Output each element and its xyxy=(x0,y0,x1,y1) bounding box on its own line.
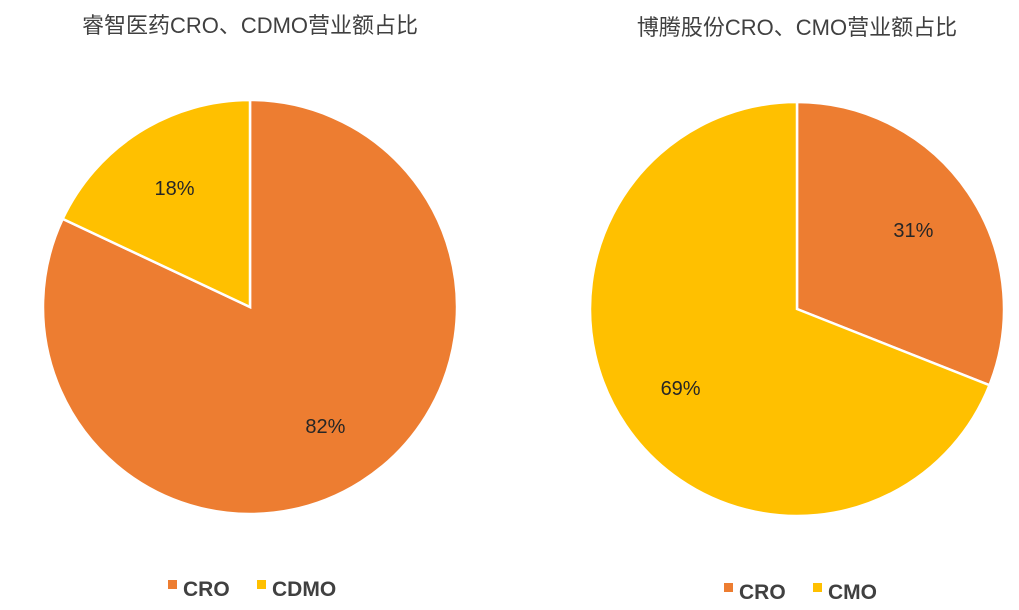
chart-2-legend-label-cro: CRO xyxy=(739,581,786,604)
chart-1-legend-label-cdmo: CDMO xyxy=(272,578,336,601)
chart-1-legend-label-cro: CRO xyxy=(183,578,230,601)
chart-1-slice-cdmo xyxy=(61,98,252,309)
chart-1-legend-swatch-cro xyxy=(168,580,177,589)
chart-2-legend-swatch-cro xyxy=(724,583,733,592)
chart-1-title: 睿智医药CRO、CDMO营业额占比 xyxy=(82,13,418,38)
chart-1-data-label-cro: 82% xyxy=(305,416,345,438)
chart-2-slice-cro xyxy=(795,100,1006,387)
chart-2-legend-swatch-cmo xyxy=(813,583,822,592)
chart-1-legend-swatch-cdmo xyxy=(257,580,266,589)
chart-2-legend-label-cmo: CMO xyxy=(828,581,877,604)
chart-2-slice-cmo xyxy=(588,100,992,518)
chart-2-data-label-cmo: 69% xyxy=(661,378,701,400)
chart-2-data-label-cro: 31% xyxy=(893,220,933,242)
chart-1-data-label-cdmo: 18% xyxy=(155,178,195,200)
chart-2-title: 博腾股份CRO、CMO营业额占比 xyxy=(637,15,957,40)
